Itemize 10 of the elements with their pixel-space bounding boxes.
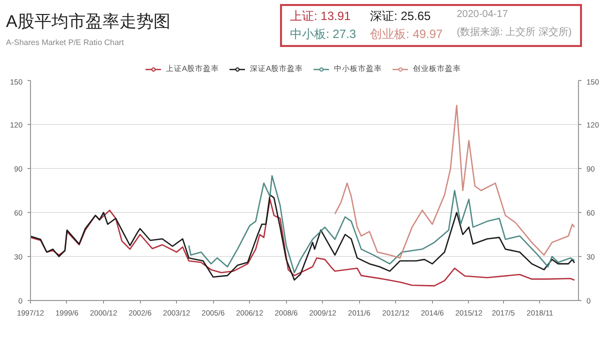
text: (数据来源: 上交所 深交所) [456,26,572,40]
text: 创业板: 49.97 [370,26,443,44]
line-series [188,175,576,274]
chart-title: A股平均市盈率走势图 [6,11,170,33]
text: 上证: 13.91 [290,8,352,25]
chart-subtitle: A-Shares Market P/E Ratio Chart [6,37,125,49]
text: 深证: 25.65 [370,8,432,25]
text: 2020-04-17 [456,8,509,22]
text: 中小板: 27.3 [290,26,356,44]
line-series [334,104,576,259]
